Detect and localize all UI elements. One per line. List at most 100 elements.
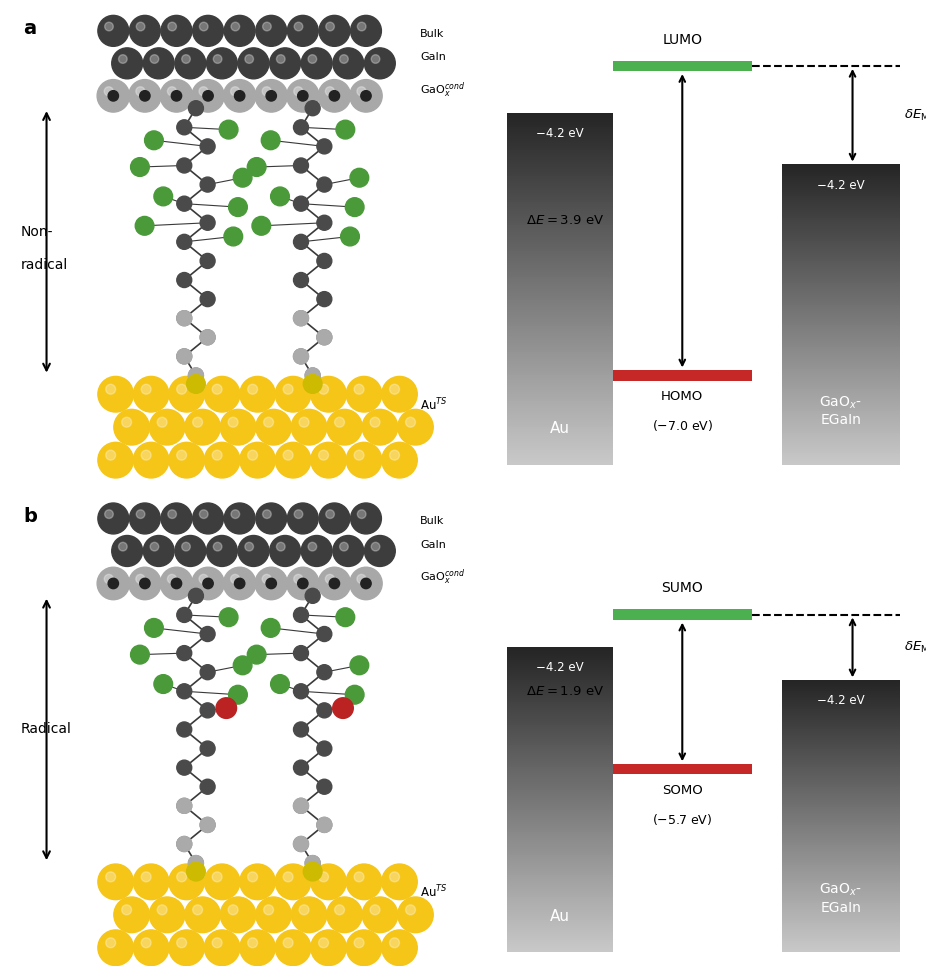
Bar <box>507 399 613 401</box>
Bar <box>507 307 613 309</box>
Circle shape <box>317 627 332 641</box>
Bar <box>782 718 900 720</box>
Bar <box>507 139 613 142</box>
Bar <box>507 143 613 145</box>
Bar <box>782 240 900 242</box>
Circle shape <box>205 864 240 900</box>
Circle shape <box>200 216 215 230</box>
Bar <box>507 279 613 282</box>
Circle shape <box>97 567 130 599</box>
Bar <box>507 802 613 804</box>
Circle shape <box>216 698 236 718</box>
Circle shape <box>206 536 237 566</box>
Bar <box>782 856 900 858</box>
Bar <box>507 747 613 749</box>
Bar <box>507 224 613 225</box>
Bar <box>507 917 613 919</box>
Bar <box>507 160 613 162</box>
Bar <box>782 333 900 335</box>
Bar <box>507 207 613 209</box>
Bar <box>507 209 613 212</box>
Circle shape <box>317 330 332 345</box>
Circle shape <box>200 139 215 154</box>
Bar <box>782 763 900 765</box>
Bar <box>507 239 613 242</box>
Bar <box>507 743 613 745</box>
Bar <box>782 167 900 169</box>
Bar <box>782 894 900 896</box>
Bar <box>507 793 613 795</box>
Bar <box>507 294 613 296</box>
Circle shape <box>213 543 222 551</box>
Circle shape <box>256 897 292 933</box>
Bar <box>507 853 613 855</box>
Bar <box>507 202 613 204</box>
Circle shape <box>287 16 319 46</box>
Bar <box>782 259 900 261</box>
Bar <box>507 122 613 125</box>
Bar <box>507 345 613 347</box>
Circle shape <box>311 442 346 478</box>
Bar <box>782 689 900 691</box>
Bar <box>782 457 900 459</box>
Bar <box>507 902 613 904</box>
Bar <box>782 798 900 800</box>
Circle shape <box>199 574 208 584</box>
Bar <box>507 946 613 948</box>
Bar <box>782 192 900 194</box>
Circle shape <box>346 442 382 478</box>
Bar <box>782 735 900 737</box>
Bar <box>782 345 900 346</box>
Bar <box>507 303 613 305</box>
Circle shape <box>406 905 416 915</box>
Bar <box>782 404 900 407</box>
Bar <box>782 430 900 432</box>
Circle shape <box>294 87 303 96</box>
Bar <box>782 758 900 760</box>
Bar <box>782 782 900 784</box>
Bar <box>782 215 900 217</box>
Bar <box>782 211 900 213</box>
Circle shape <box>168 509 177 518</box>
Bar <box>782 724 900 725</box>
Circle shape <box>247 645 266 664</box>
Bar <box>507 270 613 272</box>
Bar <box>782 854 900 856</box>
Bar <box>507 378 613 381</box>
Circle shape <box>200 292 215 306</box>
Bar <box>507 718 613 720</box>
Bar <box>507 874 613 877</box>
Bar <box>782 686 900 687</box>
Circle shape <box>311 864 346 900</box>
Bar <box>782 874 900 876</box>
Circle shape <box>108 578 119 589</box>
Text: GaIn: GaIn <box>420 52 446 61</box>
Circle shape <box>287 567 319 599</box>
Circle shape <box>398 897 433 933</box>
Bar <box>507 714 613 716</box>
Circle shape <box>317 216 332 230</box>
Bar <box>507 256 613 259</box>
Circle shape <box>240 442 275 478</box>
Bar <box>507 912 613 914</box>
Bar <box>782 377 900 379</box>
Bar <box>782 230 900 232</box>
Bar <box>507 836 613 838</box>
Circle shape <box>189 101 204 116</box>
Text: $\delta E_{\rm ME}$: $\delta E_{\rm ME}$ <box>904 640 926 655</box>
Bar <box>507 668 613 670</box>
Circle shape <box>193 905 203 915</box>
Text: $(-5.7\ \mathrm{eV})$: $(-5.7\ \mathrm{eV})$ <box>652 812 712 827</box>
Circle shape <box>119 543 127 551</box>
Bar <box>782 253 900 255</box>
Circle shape <box>294 607 308 623</box>
Bar <box>782 871 900 873</box>
Circle shape <box>304 375 322 393</box>
Circle shape <box>189 368 204 383</box>
Circle shape <box>177 310 192 326</box>
Circle shape <box>275 442 311 478</box>
Circle shape <box>357 87 366 96</box>
Circle shape <box>294 348 308 364</box>
Bar <box>782 913 900 915</box>
Circle shape <box>317 818 332 833</box>
